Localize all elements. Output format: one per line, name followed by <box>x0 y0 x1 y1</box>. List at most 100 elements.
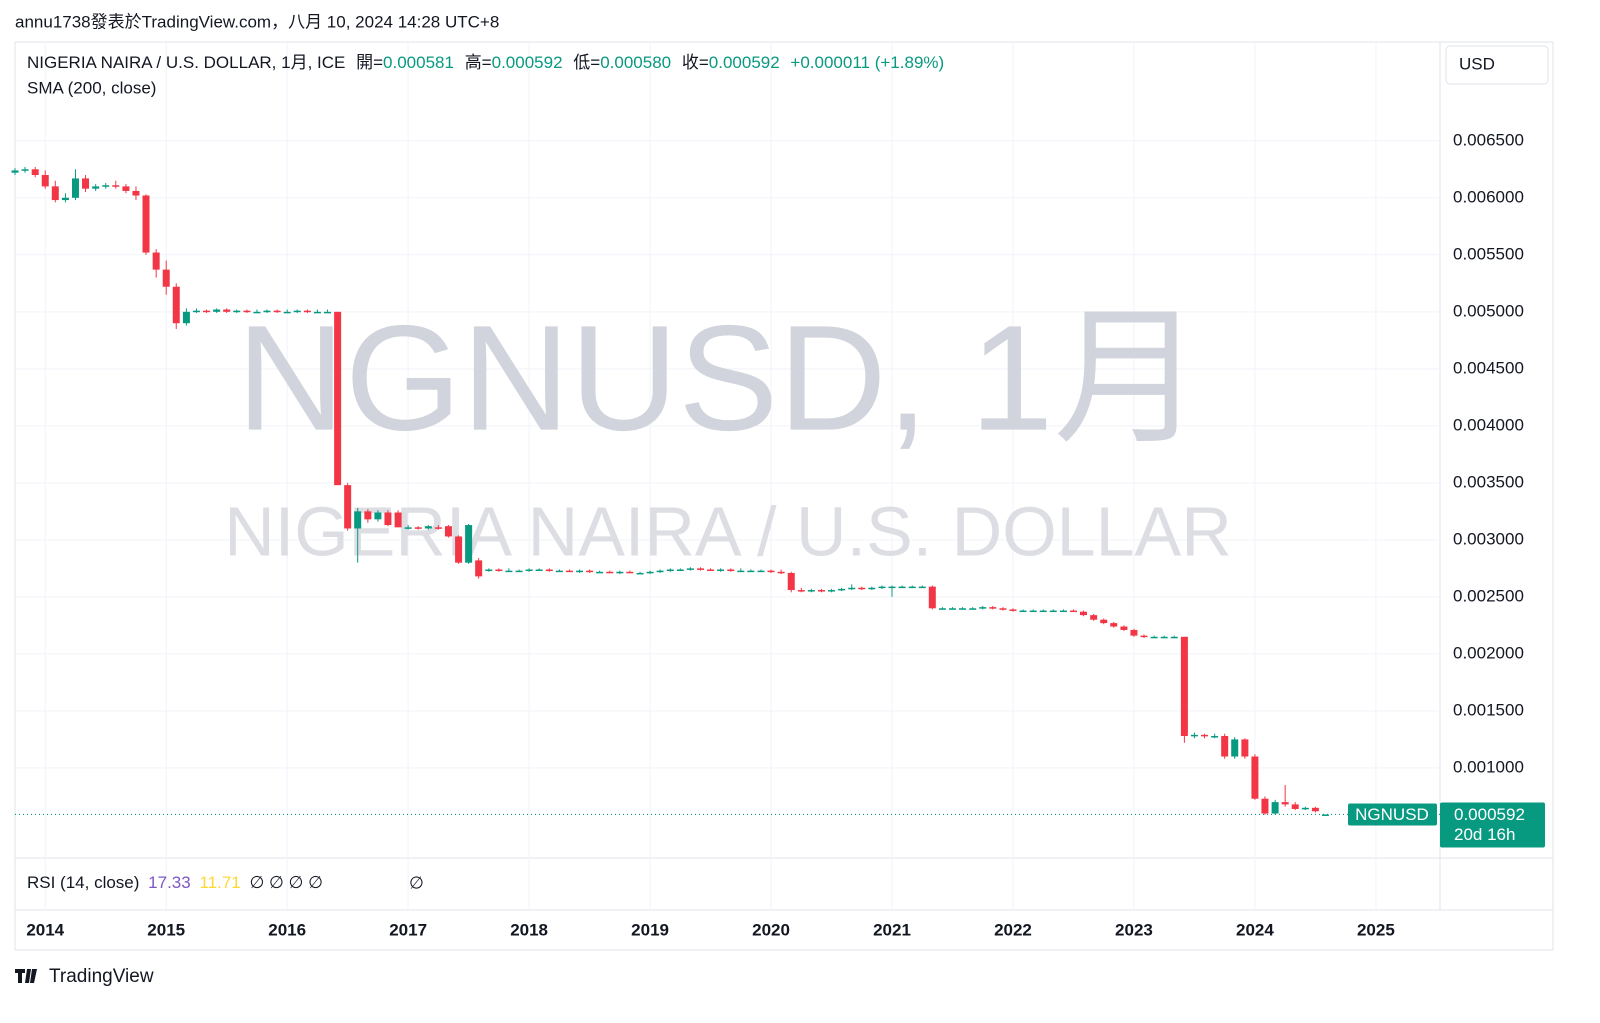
candle-body <box>92 186 100 189</box>
candle-body <box>213 309 221 312</box>
candle-body <box>303 310 311 313</box>
candle-body <box>162 269 170 287</box>
y-tick-label: 0.002500 <box>1453 586 1524 605</box>
y-tick-label: 0.003000 <box>1453 529 1524 548</box>
footer-brand: TradingView <box>49 966 154 987</box>
x-tick-label: 2024 <box>1236 920 1274 939</box>
x-tick-label: 2014 <box>26 920 64 939</box>
candle-body <box>283 311 291 314</box>
watermark-sub: NIGERIA NAIRA / U.S. DOLLAR <box>224 492 1232 570</box>
candle-body <box>485 569 493 572</box>
rsi-empty: ∅ ∅ ∅ ∅ <box>249 873 322 892</box>
x-tick-label: 2015 <box>147 920 185 939</box>
candle-body <box>898 586 906 589</box>
candle-body <box>656 570 664 573</box>
candle-body <box>61 197 69 201</box>
candle-body <box>51 186 59 201</box>
candle-body <box>414 527 422 529</box>
candle-body <box>253 311 261 314</box>
candle-body <box>1029 610 1037 613</box>
x-tick-label: 2017 <box>389 920 427 939</box>
candle-body <box>1190 734 1198 737</box>
candle-body <box>878 586 886 589</box>
candle-body <box>606 571 614 574</box>
candle-body <box>41 174 49 187</box>
x-tick-label: 2022 <box>994 920 1032 939</box>
rsi-empty: ∅ <box>409 873 424 892</box>
candle-body <box>807 590 815 592</box>
y-tick-label: 0.006000 <box>1453 187 1524 206</box>
y-tick-label: 0.004500 <box>1453 358 1524 377</box>
candle-body <box>838 588 846 591</box>
candle-body <box>969 608 977 610</box>
candle-body <box>424 526 432 529</box>
candle-body <box>1130 629 1138 636</box>
candle-body <box>455 536 463 563</box>
candle-body <box>1140 635 1148 638</box>
x-tick-label: 2020 <box>752 920 790 939</box>
y-tick-label: 0.005000 <box>1453 301 1524 320</box>
candle-body <box>727 569 735 572</box>
grid <box>15 42 1440 910</box>
candle-body <box>243 310 251 313</box>
candle-body <box>1080 611 1088 616</box>
price-tag-price: 0.000592 <box>1454 805 1525 824</box>
logo-icon <box>15 969 37 983</box>
candle-body <box>323 311 331 314</box>
currency-button[interactable] <box>1445 45 1549 85</box>
candle-body <box>676 569 684 572</box>
x-tick-label: 2021 <box>873 920 911 939</box>
watermark: NGNUSD, 1月 <box>237 294 1204 462</box>
legend-value: 0.000580 <box>600 53 671 72</box>
candle-body <box>1251 756 1259 799</box>
candle-body <box>797 590 805 592</box>
candle-body <box>1301 807 1309 810</box>
candle-body <box>293 310 301 313</box>
candle-body <box>938 608 946 610</box>
candle-body <box>918 586 926 589</box>
candle-body <box>535 569 543 572</box>
candle-body <box>233 310 241 313</box>
indicator-label: SMA (200, close) <box>27 78 156 97</box>
header: annu1738發表於TradingView.com，八月 10, 2024 1… <box>15 12 499 31</box>
candle-body <box>1009 609 1017 611</box>
candle-body <box>666 569 674 572</box>
candle-body <box>586 570 594 573</box>
candle-body <box>868 587 876 590</box>
candle-body <box>1019 610 1027 613</box>
candle-body <box>182 311 190 324</box>
x-tick-label: 2025 <box>1357 920 1395 939</box>
candle-body <box>465 525 473 563</box>
candle-body <box>132 190 140 196</box>
candle-body <box>908 586 916 589</box>
candle-body <box>565 570 573 573</box>
candle-body <box>767 570 775 573</box>
candle-body <box>112 185 120 187</box>
candle-body <box>354 511 362 529</box>
price-tag-bg <box>1440 802 1545 848</box>
candle-body <box>989 607 997 609</box>
legend-value: 0.000581 <box>383 53 454 72</box>
y-tick-label: 0.006500 <box>1453 130 1524 149</box>
candle-body <box>1311 807 1319 812</box>
candle-body <box>1120 626 1128 630</box>
candle-body <box>374 512 382 520</box>
candle-body <box>1059 610 1067 613</box>
candle-body <box>626 571 634 574</box>
currency: USD <box>1459 54 1495 73</box>
candle-body <box>192 310 200 313</box>
candle-body <box>515 570 523 573</box>
candle-body <box>313 311 321 314</box>
x-tick-label: 2018 <box>510 920 548 939</box>
candle-body <box>999 608 1007 610</box>
candle-body <box>616 571 624 574</box>
legend: NIGERIA NAIRA / U.S. DOLLAR, 1月, ICE 開=0… <box>27 53 944 72</box>
legend-value: 0.000592 <box>709 53 780 72</box>
candle-body <box>1110 623 1118 627</box>
candle-body <box>717 569 725 572</box>
candle-body <box>495 569 503 572</box>
legend-label: 收= <box>682 53 709 72</box>
candle-body <box>1039 610 1047 613</box>
